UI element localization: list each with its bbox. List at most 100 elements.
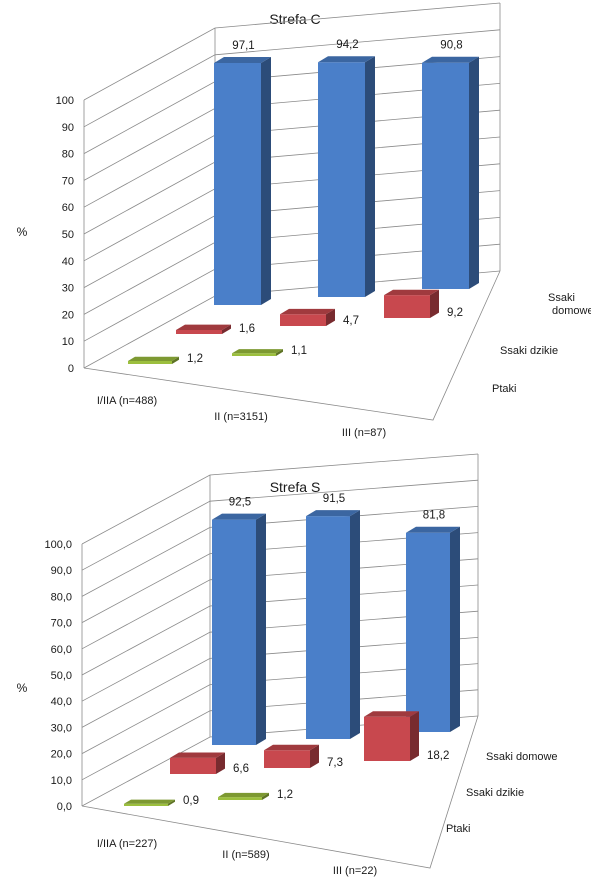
floor-front-edges xyxy=(83,270,501,421)
data-label: 1,6 xyxy=(239,323,255,335)
gridline xyxy=(81,663,479,754)
y-tick-label: 80,0 xyxy=(51,591,72,603)
bar-side-face xyxy=(410,711,419,761)
series-depth-label-line: Ptaki xyxy=(446,823,470,835)
y-tick-label: 50 xyxy=(62,229,74,241)
series-depth-label: Ssaki domowe xyxy=(486,751,558,763)
x-category-label: I/IIA (n=227) xyxy=(97,838,157,850)
bar-front-face xyxy=(280,314,326,326)
bar-front-face xyxy=(218,797,262,800)
y-tick-label: 90,0 xyxy=(51,565,72,577)
x-category-label: I/IIA (n=488) xyxy=(97,395,157,407)
data-label: 91,5 xyxy=(323,493,345,505)
bar-front-face xyxy=(124,803,168,806)
bar-front-face xyxy=(318,62,365,298)
bar-side-face xyxy=(276,349,283,356)
data-label: 6,6 xyxy=(233,763,249,775)
series-depth-label: Ssaki domowe xyxy=(548,292,591,317)
bar-top-face xyxy=(212,513,266,520)
y-tick-label: 80 xyxy=(62,149,74,161)
bar-top-face xyxy=(128,356,179,361)
series-depth-label: Ptaki xyxy=(446,823,470,835)
bar-ssaki-domowe xyxy=(306,510,360,739)
bar-front-face xyxy=(176,330,222,334)
data-label: 1,2 xyxy=(187,353,203,365)
series-depth-label: Ssaki dzikie xyxy=(500,345,558,357)
series-depth-label-line: Ssaki xyxy=(548,292,575,304)
y-tick-label: 60,0 xyxy=(51,644,72,656)
y-tick-label: 60 xyxy=(62,202,74,214)
bar-side-face xyxy=(450,526,460,732)
series-depth-label-line: Ssaki dzikie xyxy=(466,787,524,799)
y-tick-label: 90 xyxy=(62,122,74,134)
gridline xyxy=(81,610,479,702)
data-label: 4,7 xyxy=(343,315,359,327)
y-tick-label: 10 xyxy=(62,336,74,348)
y-tick-label: 10,0 xyxy=(51,775,72,787)
y-tick-label: 40 xyxy=(62,256,74,268)
bar-top-face xyxy=(176,324,231,330)
bar-front-face xyxy=(170,757,216,774)
y-tick-label: 0 xyxy=(68,363,74,375)
y-axis-title: % xyxy=(17,225,28,239)
gridline xyxy=(81,558,479,650)
floor-front-edges xyxy=(81,715,479,869)
bar-ssaki-dzikie xyxy=(176,324,231,334)
bar-front-face xyxy=(212,519,256,745)
bar-top-face xyxy=(384,289,439,296)
chart-title: Strefa C xyxy=(269,11,320,27)
data-label: 7,3 xyxy=(327,757,343,769)
bar-top-face xyxy=(214,57,271,63)
bar-ssaki-domowe xyxy=(406,526,460,732)
bar-ssaki-domowe xyxy=(214,57,271,305)
bar-ssaki-domowe xyxy=(318,56,375,298)
series-depth-label-line: domowe xyxy=(552,305,591,317)
bar-top-face xyxy=(232,349,283,354)
data-label: 90,8 xyxy=(440,40,462,52)
series-depth-label: Ssaki dzikie xyxy=(466,787,524,799)
x-category-label: II (n=589) xyxy=(222,849,269,861)
bar-front-face xyxy=(384,295,430,318)
y-tick-label: 70 xyxy=(62,175,74,187)
bar-front-face xyxy=(306,516,350,739)
bar-front-face xyxy=(232,353,276,356)
data-label: 1,2 xyxy=(277,789,293,801)
y-tick-label: 40,0 xyxy=(51,696,72,708)
series-depth-label-line: Ssaki dzikie xyxy=(500,345,558,357)
gridline xyxy=(81,479,479,571)
bar-front-face xyxy=(214,63,261,305)
y-tick-label: 70,0 xyxy=(51,618,72,630)
gridline xyxy=(81,453,479,545)
chart-title: Strefa S xyxy=(270,479,321,495)
chart-strefa-s-svg: Strefa S% 0,0 10,0 20,0 30,0 40,0 50,0 60,0 70,0… xyxy=(17,453,558,877)
bar-ssaki-dzikie xyxy=(364,711,419,761)
data-label: 1,1 xyxy=(291,345,307,357)
series-depth-label-line: Ssaki domowe xyxy=(486,751,558,763)
gridline xyxy=(83,2,501,101)
gridline xyxy=(81,689,479,781)
bar-ptaki xyxy=(124,799,175,806)
gridline xyxy=(83,29,501,128)
bar-front-face xyxy=(128,361,172,364)
bar-side-face xyxy=(469,56,479,290)
x-category-label: II (n=3151) xyxy=(214,411,268,423)
gridline xyxy=(81,637,479,728)
bar-top-face xyxy=(406,526,460,533)
data-label: 9,2 xyxy=(447,307,463,319)
data-label: 92,5 xyxy=(229,497,251,509)
bar-side-face xyxy=(216,752,225,774)
gridline xyxy=(81,584,479,676)
bar-ptaki xyxy=(232,349,283,356)
bar-front-face xyxy=(364,716,410,761)
bar-top-face xyxy=(264,744,319,751)
y-tick-label: 50,0 xyxy=(51,670,72,682)
chart-strefa-c: Strefa C% 0 10 20 30 40 50 60 70 80 90 100 97,1 94,2 9… xyxy=(17,2,591,439)
x-category-label: III (n=87) xyxy=(342,427,386,439)
gridline xyxy=(81,532,479,623)
y-tick-label: 100 xyxy=(56,95,74,107)
bar-ssaki-dzikie xyxy=(280,308,335,326)
bar-ssaki-dzikie xyxy=(170,752,225,774)
bar-ssaki-dzikie xyxy=(264,744,319,768)
bar-front-face xyxy=(264,750,310,768)
data-label: 94,2 xyxy=(336,39,358,51)
